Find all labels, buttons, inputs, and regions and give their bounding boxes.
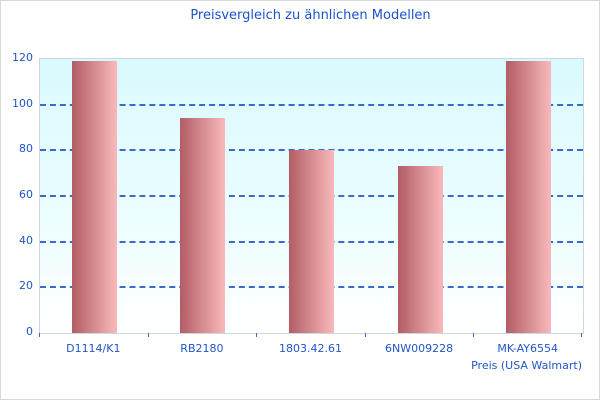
y-axis-label-0: 0	[26, 325, 33, 338]
y-axis-label-60: 60	[19, 188, 33, 201]
x-axis-label-6NW009228: 6NW009228	[385, 342, 454, 355]
plot-area	[39, 58, 584, 334]
x-axis-label-1803.42.61: 1803.42.61	[278, 342, 342, 355]
x-tick	[473, 333, 475, 337]
x-tick	[581, 333, 582, 337]
y-axis-labels: 0 20 40 60 80 100 120	[1, 51, 33, 338]
y-axis-label-120: 120	[12, 51, 33, 64]
bar-6NW009228	[397, 166, 443, 333]
bar-MK-AY6554	[506, 61, 552, 333]
x-axis-title: Preis (USA Walmart)	[471, 359, 582, 372]
x-tick	[364, 333, 366, 337]
x-tick	[147, 333, 149, 337]
y-axis-label-100: 100	[12, 96, 33, 110]
y-axis-label-40: 40	[19, 233, 33, 247]
x-axis-ticks	[39, 333, 582, 338]
chart-title: Preisvergleich zu ähnlichen Modellen	[190, 8, 431, 23]
x-axis-labels: D1114/K1 RB2180 1803.42.61 6NW009228 MK-AY65…	[39, 342, 582, 356]
bar-D1114/K1	[71, 61, 117, 333]
gridline-100	[40, 103, 583, 106]
x-axis-label-RB2180: RB2180	[180, 342, 224, 355]
x-tick	[256, 333, 258, 337]
x-axis-label-D1114/K1: D1114/K1	[66, 342, 121, 355]
x-tick	[39, 333, 40, 337]
y-axis-label-20: 20	[19, 279, 33, 293]
x-axis-label-MK-AY6554: MK-AY6554	[497, 342, 559, 355]
y-axis-label-80: 80	[19, 142, 33, 156]
bar-RB2180	[180, 118, 226, 333]
bar-1803.42.61	[289, 150, 334, 333]
